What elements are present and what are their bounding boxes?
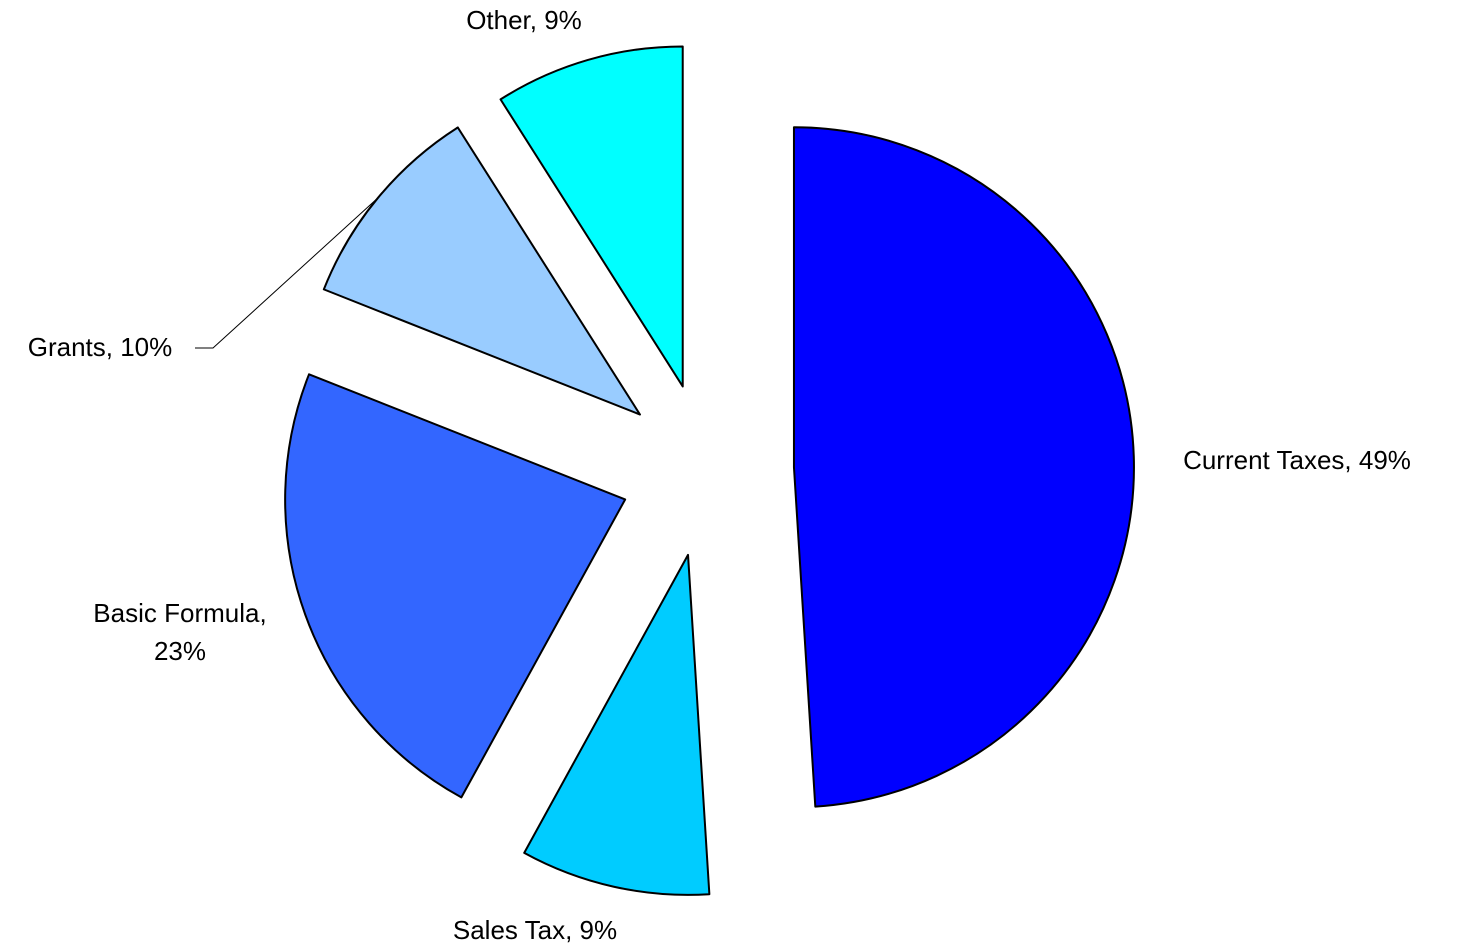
pie-slice: [284, 373, 627, 799]
pie-slice: [792, 126, 1135, 808]
data-label: Current Taxes, 49%: [1183, 445, 1411, 475]
data-label: Basic Formula, 23%: [93, 598, 267, 666]
data-label: Sales Tax, 9%: [452, 915, 618, 945]
pie-slice: [523, 553, 711, 896]
pie-slice: [322, 126, 641, 416]
leader-line: [195, 195, 381, 349]
pie-slice: [499, 45, 684, 388]
data-label: Grants, 10%: [27, 332, 173, 362]
data-label: Other, 9%: [466, 5, 582, 35]
